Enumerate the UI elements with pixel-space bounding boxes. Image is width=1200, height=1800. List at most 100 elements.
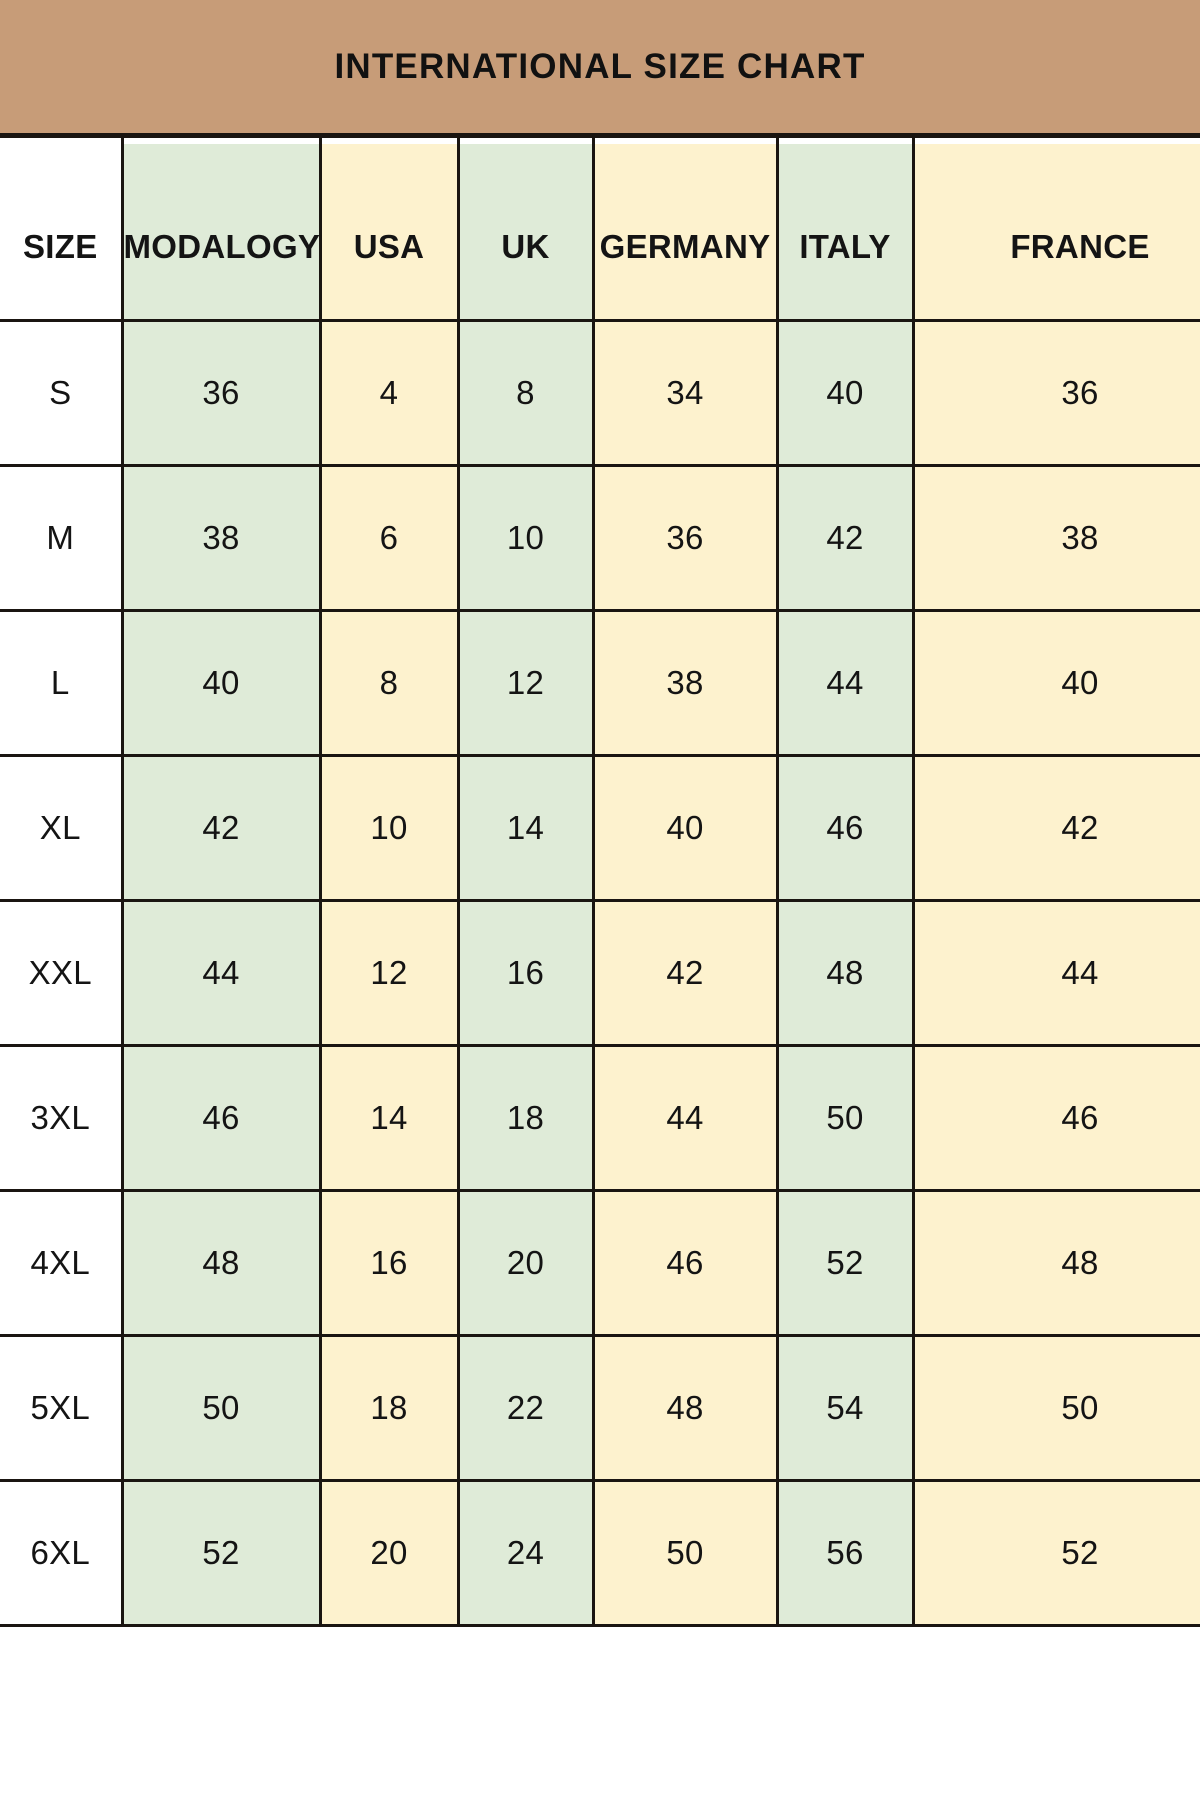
cell-italy: 42 — [775, 465, 915, 612]
cell-italy: 52 — [775, 1190, 915, 1337]
cell-modalogy: 36 — [120, 320, 322, 467]
cell-uk: 14 — [456, 755, 595, 902]
cell-italy: 50 — [775, 1045, 915, 1192]
cell-usa: 10 — [318, 755, 460, 902]
cell-italy: 56 — [775, 1480, 915, 1627]
row-size-label: S — [0, 320, 124, 467]
cell-germany: 34 — [591, 320, 779, 467]
table-row: XL 42 10 14 40 46 42 — [0, 755, 1200, 902]
cell-france: 52 — [911, 1480, 1200, 1627]
column-header-modalogy-label: MODALOGY — [123, 228, 321, 265]
cell-usa: 4 — [318, 320, 460, 467]
international-size-table: SIZE MODALOGY USA UK — [0, 138, 1200, 1627]
cell-modalogy: 52 — [120, 1480, 322, 1627]
column-header-italy-label: ITALY — [799, 228, 891, 265]
column-header-italy: ITALY — [775, 138, 915, 322]
cell-usa: 16 — [318, 1190, 460, 1337]
row-size-label: XL — [0, 755, 124, 902]
table-row: L 40 8 12 38 44 40 — [0, 610, 1200, 757]
header-tint-germany — [594, 144, 776, 319]
table-row: 4XL 48 16 20 46 52 48 — [0, 1190, 1200, 1337]
column-header-france-label: FRANCE — [1010, 228, 1150, 265]
cell-uk: 20 — [456, 1190, 595, 1337]
header-tint-italy — [778, 144, 912, 319]
table-header-row: SIZE MODALOGY USA UK — [0, 138, 1200, 322]
table-row: S 36 4 8 34 40 36 — [0, 320, 1200, 467]
cell-uk: 18 — [456, 1045, 595, 1192]
cell-usa: 20 — [318, 1480, 460, 1627]
banner-divider — [0, 133, 1200, 138]
column-header-modalogy: MODALOGY — [120, 138, 322, 322]
table-row: XXL 44 12 16 42 48 44 — [0, 900, 1200, 1047]
table-row: 3XL 46 14 18 44 50 46 — [0, 1045, 1200, 1192]
cell-uk: 16 — [456, 900, 595, 1047]
column-header-size-label: SIZE — [22, 227, 98, 265]
cell-france: 44 — [911, 900, 1200, 1047]
size-table-container: SIZE MODALOGY USA UK — [0, 138, 1200, 1800]
cell-italy: 40 — [775, 320, 915, 467]
cell-usa: 12 — [318, 900, 460, 1047]
cell-uk: 22 — [456, 1335, 595, 1482]
cell-france: 48 — [911, 1190, 1200, 1337]
cell-modalogy: 38 — [120, 465, 322, 612]
table-row: 5XL 50 18 22 48 54 50 — [0, 1335, 1200, 1482]
table-row: M 38 6 10 36 42 38 — [0, 465, 1200, 612]
cell-germany: 42 — [591, 900, 779, 1047]
cell-italy: 46 — [775, 755, 915, 902]
cell-germany: 50 — [591, 1480, 779, 1627]
chart-banner: INTERNATIONAL SIZE CHART — [0, 0, 1200, 133]
cell-modalogy: 44 — [120, 900, 322, 1047]
cell-uk: 10 — [456, 465, 595, 612]
cell-france: 36 — [911, 320, 1200, 467]
cell-germany: 38 — [591, 610, 779, 757]
row-size-label: 5XL — [0, 1335, 124, 1482]
row-size-label: L — [0, 610, 124, 757]
column-header-uk: UK — [456, 138, 595, 322]
column-header-uk-label: UK — [501, 228, 550, 265]
cell-usa: 8 — [318, 610, 460, 757]
row-size-label: 6XL — [0, 1480, 124, 1627]
header-tint-usa — [321, 144, 457, 319]
row-size-label: M — [0, 465, 124, 612]
cell-usa: 18 — [318, 1335, 460, 1482]
cell-modalogy: 46 — [120, 1045, 322, 1192]
cell-france: 42 — [911, 755, 1200, 902]
table-body: S 36 4 8 34 40 36 M 38 6 10 36 42 38 L 40 8 12 38 44 40 XL 42 1… — [0, 320, 1200, 1627]
cell-germany: 40 — [591, 755, 779, 902]
page-title: INTERNATIONAL SIZE CHART — [334, 46, 866, 86]
cell-germany: 44 — [591, 1045, 779, 1192]
column-header-usa: USA — [318, 138, 460, 322]
column-header-germany-label: GERMANY — [599, 228, 771, 265]
header-tint-uk — [459, 144, 592, 319]
cell-france: 50 — [911, 1335, 1200, 1482]
column-header-france: FRANCE — [911, 138, 1200, 322]
cell-france: 38 — [911, 465, 1200, 612]
cell-italy: 54 — [775, 1335, 915, 1482]
cell-uk: 24 — [456, 1480, 595, 1627]
cell-uk: 8 — [456, 320, 595, 467]
cell-germany: 48 — [591, 1335, 779, 1482]
header-tint-france — [914, 144, 1200, 319]
row-size-label: 3XL — [0, 1045, 124, 1192]
cell-france: 46 — [911, 1045, 1200, 1192]
table-head: SIZE MODALOGY USA UK — [0, 138, 1200, 322]
cell-germany: 36 — [591, 465, 779, 612]
cell-italy: 44 — [775, 610, 915, 757]
column-header-germany: GERMANY — [591, 138, 779, 322]
header-tint-modalogy — [123, 144, 319, 319]
cell-modalogy: 42 — [120, 755, 322, 902]
column-header-size: SIZE — [0, 138, 124, 322]
table-row: 6XL 52 20 24 50 56 52 — [0, 1480, 1200, 1627]
cell-modalogy: 40 — [120, 610, 322, 757]
row-size-label: 4XL — [0, 1190, 124, 1337]
cell-usa: 14 — [318, 1045, 460, 1192]
cell-modalogy: 48 — [120, 1190, 322, 1337]
cell-uk: 12 — [456, 610, 595, 757]
column-header-usa-label: USA — [353, 228, 425, 265]
cell-france: 40 — [911, 610, 1200, 757]
cell-usa: 6 — [318, 465, 460, 612]
cell-italy: 48 — [775, 900, 915, 1047]
row-size-label: XXL — [0, 900, 124, 1047]
cell-modalogy: 50 — [120, 1335, 322, 1482]
